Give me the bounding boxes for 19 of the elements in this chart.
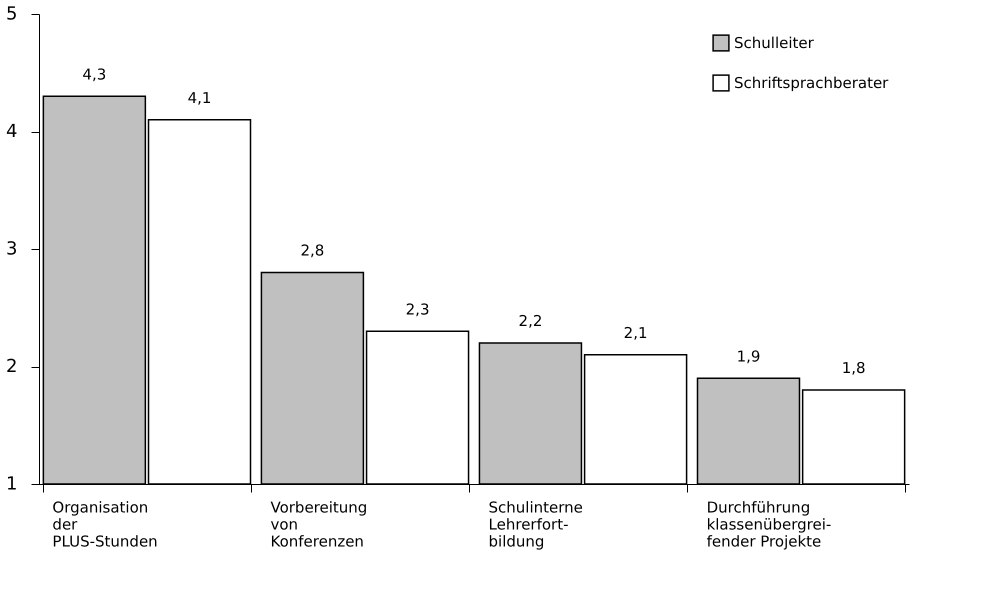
x-tick-label: Schulinterne Lehrerfort- bildung: [488, 498, 583, 550]
data-label: 1,9: [736, 347, 760, 366]
x-tick-label: Vorbereitung von Konferenzen: [270, 498, 368, 550]
data-label: 2,8: [300, 242, 324, 260]
data-label: 2,3: [406, 300, 430, 318]
data-label: 4,3: [82, 65, 106, 84]
legend-label: Schriftsprachberater: [734, 74, 890, 92]
y-tick-label: 1: [6, 474, 18, 494]
data-label: 2,2: [518, 312, 542, 330]
y-tick-label: 5: [6, 4, 18, 24]
y-tick-label: 3: [6, 238, 18, 260]
legend-label: Schulleiter: [734, 34, 815, 52]
data-label: 4,1: [188, 88, 212, 107]
data-label: 1,8: [842, 359, 866, 377]
x-tick-label: Durchführung klassenübergrei- fender Projekte: [706, 498, 832, 550]
y-tick-label: 4: [6, 121, 18, 142]
data-label: 2,1: [624, 324, 648, 342]
y-tick-label: 2: [6, 356, 18, 377]
x-tick-label: Organisation der PLUS-Stunden: [52, 498, 158, 550]
